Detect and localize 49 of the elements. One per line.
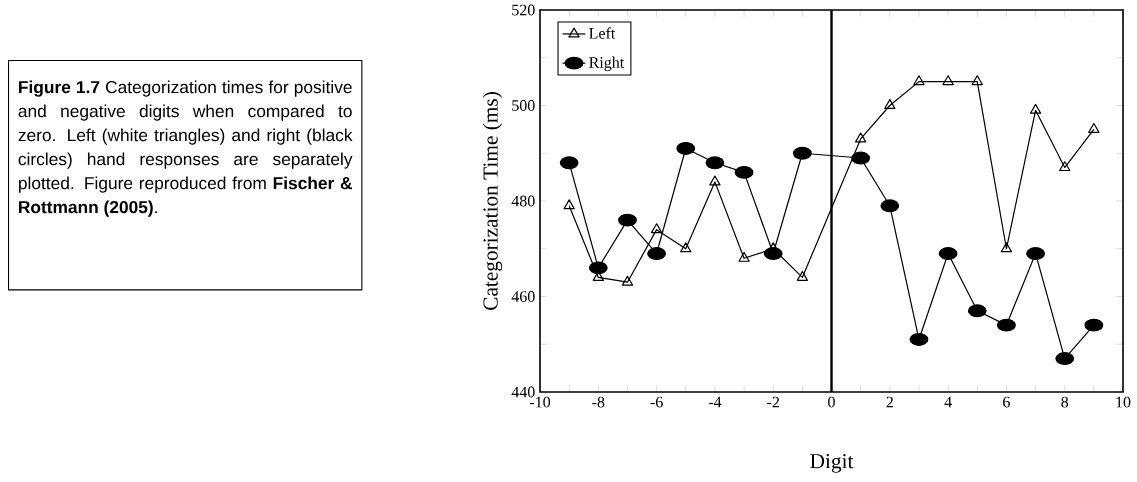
x-tick-label: -6 bbox=[650, 396, 663, 408]
point bbox=[854, 132, 867, 143]
text: Figure 1.7 Categorization times for positive and negative digits when compared to zero. Left (white triangles) and right (black circles) hand responses are separately plotted. Figure reproduced from Fischer & Rottmann (2005). bbox=[18, 80, 353, 217]
point bbox=[738, 251, 750, 262]
point bbox=[588, 261, 608, 275]
y-tick-label: 480 bbox=[511, 195, 535, 207]
point bbox=[680, 242, 692, 253]
x-tick-label: 10 bbox=[1116, 396, 1131, 408]
y-tick-label: 460 bbox=[511, 291, 535, 302]
point bbox=[1088, 122, 1100, 133]
y-tick-label: 440 bbox=[511, 386, 535, 398]
point bbox=[559, 156, 579, 170]
point bbox=[1084, 318, 1104, 332]
point bbox=[705, 156, 725, 170]
y-axis-title: Categorization Time (ms) bbox=[482, 92, 503, 310]
y-tick-label: 520 bbox=[512, 4, 535, 16]
point bbox=[1000, 242, 1013, 253]
point bbox=[967, 304, 987, 318]
x-tick-label: 6 bbox=[1003, 396, 1010, 408]
point bbox=[1055, 352, 1075, 366]
x-tick-label: 0 bbox=[828, 396, 835, 408]
point bbox=[563, 199, 575, 210]
x-tick-label: 2 bbox=[886, 396, 893, 408]
point bbox=[884, 99, 896, 110]
point bbox=[851, 151, 871, 165]
legend-label: Left bbox=[589, 27, 616, 39]
point bbox=[734, 165, 754, 179]
x-tick-label: -2 bbox=[767, 396, 779, 408]
x-tick-label: -8 bbox=[592, 396, 605, 408]
x-tick-label: -4 bbox=[708, 396, 722, 408]
point bbox=[1059, 161, 1071, 172]
point bbox=[792, 146, 812, 160]
x-axis-title: Digit bbox=[810, 454, 854, 473]
point bbox=[621, 275, 634, 286]
x-tick-label: 8 bbox=[1061, 396, 1069, 408]
y-tick-label: 500 bbox=[512, 100, 535, 111]
point bbox=[880, 199, 900, 213]
x-tick-label: 4 bbox=[944, 396, 952, 408]
point bbox=[709, 175, 721, 186]
legend-label: Right bbox=[589, 56, 625, 72]
point bbox=[971, 75, 983, 86]
point bbox=[618, 213, 637, 227]
point bbox=[796, 270, 809, 281]
point bbox=[942, 75, 954, 86]
x-tick-label: -10 bbox=[529, 396, 551, 408]
point bbox=[1029, 103, 1042, 114]
point bbox=[913, 75, 925, 86]
point bbox=[650, 223, 663, 234]
point bbox=[997, 318, 1016, 332]
